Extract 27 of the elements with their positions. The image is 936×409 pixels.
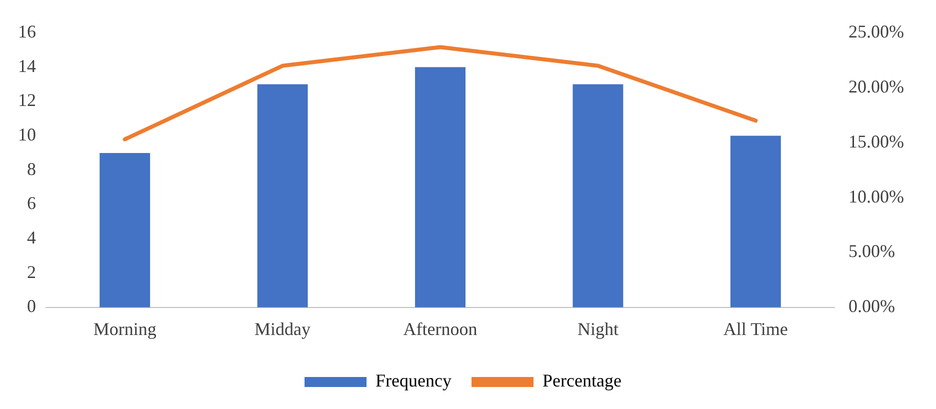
y-tick-label: 2 <box>27 262 36 282</box>
x-tick-label: Morning <box>93 318 156 339</box>
y2-tick-label: 20.00% <box>848 76 904 96</box>
y2-tick-label: 10.00% <box>848 186 904 206</box>
y2-tick-label: 15.00% <box>848 131 904 152</box>
y-tick-label: 14 <box>18 56 36 76</box>
y-tick-label: 12 <box>18 90 36 110</box>
y2-tick-label: 25.00% <box>848 22 904 42</box>
legend-label: Percentage <box>542 370 622 391</box>
bar <box>415 67 466 308</box>
bar <box>257 84 308 308</box>
legend-label: Frequency <box>376 370 452 391</box>
x-tick-label: Midday <box>254 318 311 339</box>
y-tick-label: 16 <box>18 22 36 42</box>
y-tick-label: 0 <box>27 296 36 316</box>
y2-tick-label: 0.00% <box>848 296 896 316</box>
bar <box>730 136 781 308</box>
x-tick-label: Night <box>577 318 618 339</box>
x-tick-label: Afternoon <box>403 318 478 339</box>
y-tick-label: 4 <box>27 227 36 248</box>
x-tick-label: All Time <box>723 318 788 339</box>
bar <box>572 84 624 308</box>
y2-tick-label: 5.00% <box>848 241 896 262</box>
y-tick-label: 6 <box>27 193 36 214</box>
bar <box>100 152 150 308</box>
y-tick-label: 10 <box>18 124 36 145</box>
y-tick-label: 8 <box>27 158 36 179</box>
